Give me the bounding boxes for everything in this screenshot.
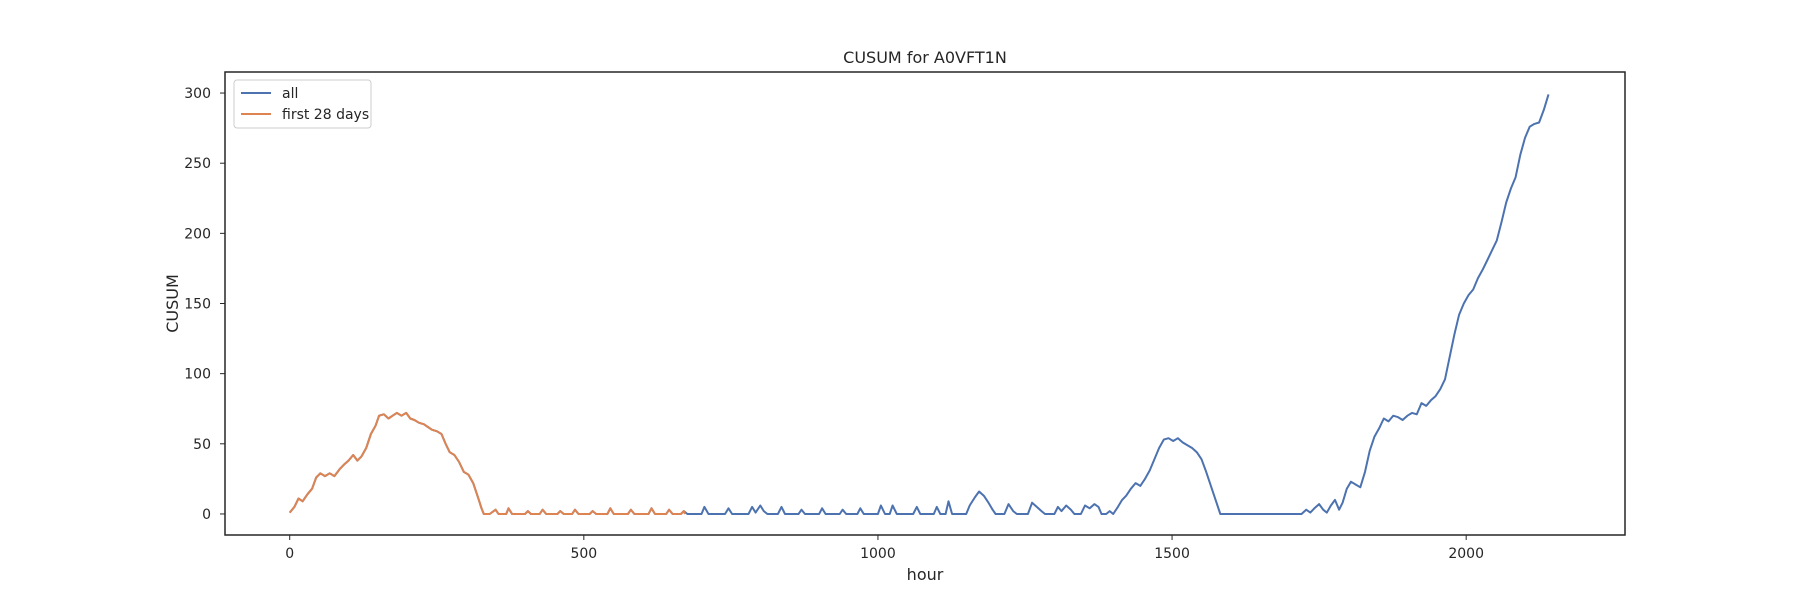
y-tick-label-4: 200 (184, 226, 211, 242)
y-tick-label-3: 150 (184, 297, 211, 313)
x-tick-label-0: 0 (285, 546, 294, 562)
y-axis-label: CUSUM (163, 274, 182, 333)
series-layer (288, 94, 1550, 515)
series-line-1 (288, 411, 686, 515)
legend: all first 28 days (233, 79, 372, 129)
y-tick-label-2: 100 (184, 367, 211, 383)
x-tick-label-2: 1000 (860, 546, 896, 562)
y-tick-label-5: 250 (184, 156, 211, 172)
x-tick-label-4: 2000 (1448, 546, 1484, 562)
y-axis: 0 50 100 150 200 250 300 (184, 86, 225, 523)
x-tick-label-3: 1500 (1154, 546, 1190, 562)
legend-label-0: all (282, 86, 298, 102)
y-tick-label-1: 50 (193, 437, 211, 453)
series-line-0 (288, 94, 1550, 515)
y-tick-label-6: 300 (184, 86, 211, 102)
x-axis-label: hour (907, 565, 944, 584)
chart-title: CUSUM for A0VFT1N (843, 48, 1007, 67)
x-axis: 0 500 1000 1500 2000 (285, 535, 1484, 562)
plot-frame (224, 71, 1626, 536)
x-tick-label-1: 500 (570, 546, 597, 562)
legend-label-1: first 28 days (282, 107, 369, 123)
y-tick-label-0: 0 (202, 507, 211, 523)
